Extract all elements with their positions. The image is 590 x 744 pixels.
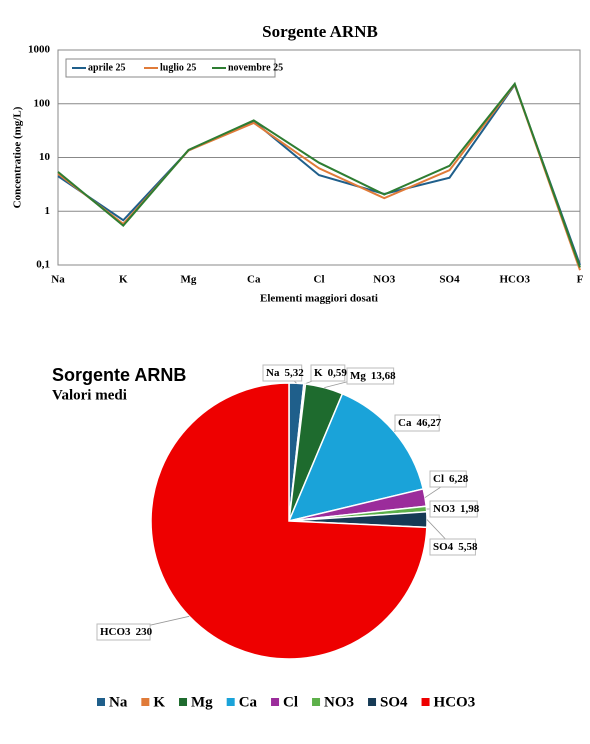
label-value: 13,68 xyxy=(371,370,396,382)
x-tick-label: NO3 xyxy=(373,274,396,286)
x-tick-label: HCO3 xyxy=(499,274,530,286)
pie-slice xyxy=(287,392,425,523)
label-box xyxy=(96,623,151,641)
legend-label: NO3 xyxy=(324,694,354,710)
label-value: 6,28 xyxy=(449,473,469,485)
data-label: K 0,59 xyxy=(314,367,347,379)
data-label: Na 5,32 xyxy=(266,367,304,379)
legend-swatch xyxy=(421,698,430,706)
chart-title: Sorgente ARNB xyxy=(262,22,378,41)
label-category: NO3 xyxy=(433,503,456,515)
chart-title: Sorgente ARNB xyxy=(52,365,186,385)
x-tick-label: Ca xyxy=(247,274,261,286)
y-tick-label: 10 xyxy=(39,151,51,163)
legend-swatch xyxy=(368,698,377,706)
label-category: Ca xyxy=(398,417,412,429)
y-tick-label: 1000 xyxy=(28,44,51,56)
legend-label: Ca xyxy=(239,694,258,710)
label-value: 0,59 xyxy=(328,367,348,379)
legend-label: novembre 25 xyxy=(228,62,283,73)
x-tick-label: Cl xyxy=(314,274,325,286)
legend-swatch xyxy=(271,698,280,706)
label-category: Cl xyxy=(433,473,444,485)
data-label: Cl 6,28 xyxy=(433,473,469,485)
plot-frame xyxy=(57,49,581,266)
label-box xyxy=(262,364,303,382)
y-tick-label: 0,1 xyxy=(36,259,50,271)
label-box xyxy=(429,500,478,518)
label-category: Na xyxy=(266,367,280,379)
label-box xyxy=(429,470,467,488)
legend-label: SO4 xyxy=(380,694,408,710)
label-value: 1,98 xyxy=(460,503,480,515)
legend-label: Na xyxy=(109,694,128,710)
legend-swatch xyxy=(141,698,150,706)
x-tick-label: Na xyxy=(51,274,65,286)
series-line xyxy=(57,82,581,271)
series-line xyxy=(57,82,581,266)
x-axis-label: Elementi maggiori dosati xyxy=(260,293,378,305)
data-label: SO4 5,58 xyxy=(433,541,478,553)
legend-label: aprile 25 xyxy=(88,62,126,73)
label-category: SO4 xyxy=(433,541,454,553)
label-value: 5,32 xyxy=(284,367,304,379)
y-tick-label: 1 xyxy=(45,205,51,217)
data-label: Ca 46,27 xyxy=(398,417,442,429)
legend-swatch xyxy=(226,698,235,706)
legend-swatch xyxy=(179,698,188,706)
label-category: K xyxy=(314,367,323,379)
label-box xyxy=(394,414,440,432)
legend-label: luglio 25 xyxy=(160,62,196,73)
label-box xyxy=(429,538,476,556)
data-label: NO3 1,98 xyxy=(433,503,480,515)
x-tick-label: SO4 xyxy=(439,274,460,286)
series-line xyxy=(57,81,581,268)
x-tick-label: F xyxy=(577,274,584,286)
label-box xyxy=(310,364,346,382)
legend-box xyxy=(65,58,276,78)
chart-subtitle: Valori medi xyxy=(52,387,127,403)
label-category: Mg xyxy=(350,370,366,382)
legend-label: K xyxy=(153,694,165,710)
legend-label: HCO3 xyxy=(434,694,476,710)
legend-label: Cl xyxy=(283,694,298,710)
label-value: 5,58 xyxy=(458,541,478,553)
y-axis-label: Concentratioe (mg/L) xyxy=(12,106,24,208)
label-value: 230 xyxy=(136,626,153,638)
legend-swatch xyxy=(312,698,321,706)
y-tick-label: 100 xyxy=(34,97,51,109)
legend-swatch xyxy=(97,698,105,706)
label-box xyxy=(346,367,395,385)
label-category: HCO3 xyxy=(100,626,131,638)
data-label: Mg 13,68 xyxy=(350,370,396,382)
label-value: 46,27 xyxy=(416,417,441,429)
legend-label: Mg xyxy=(191,694,213,710)
x-tick-label: Mg xyxy=(181,274,197,286)
data-label: HCO3 230 xyxy=(100,626,153,638)
x-tick-label: K xyxy=(119,274,128,286)
